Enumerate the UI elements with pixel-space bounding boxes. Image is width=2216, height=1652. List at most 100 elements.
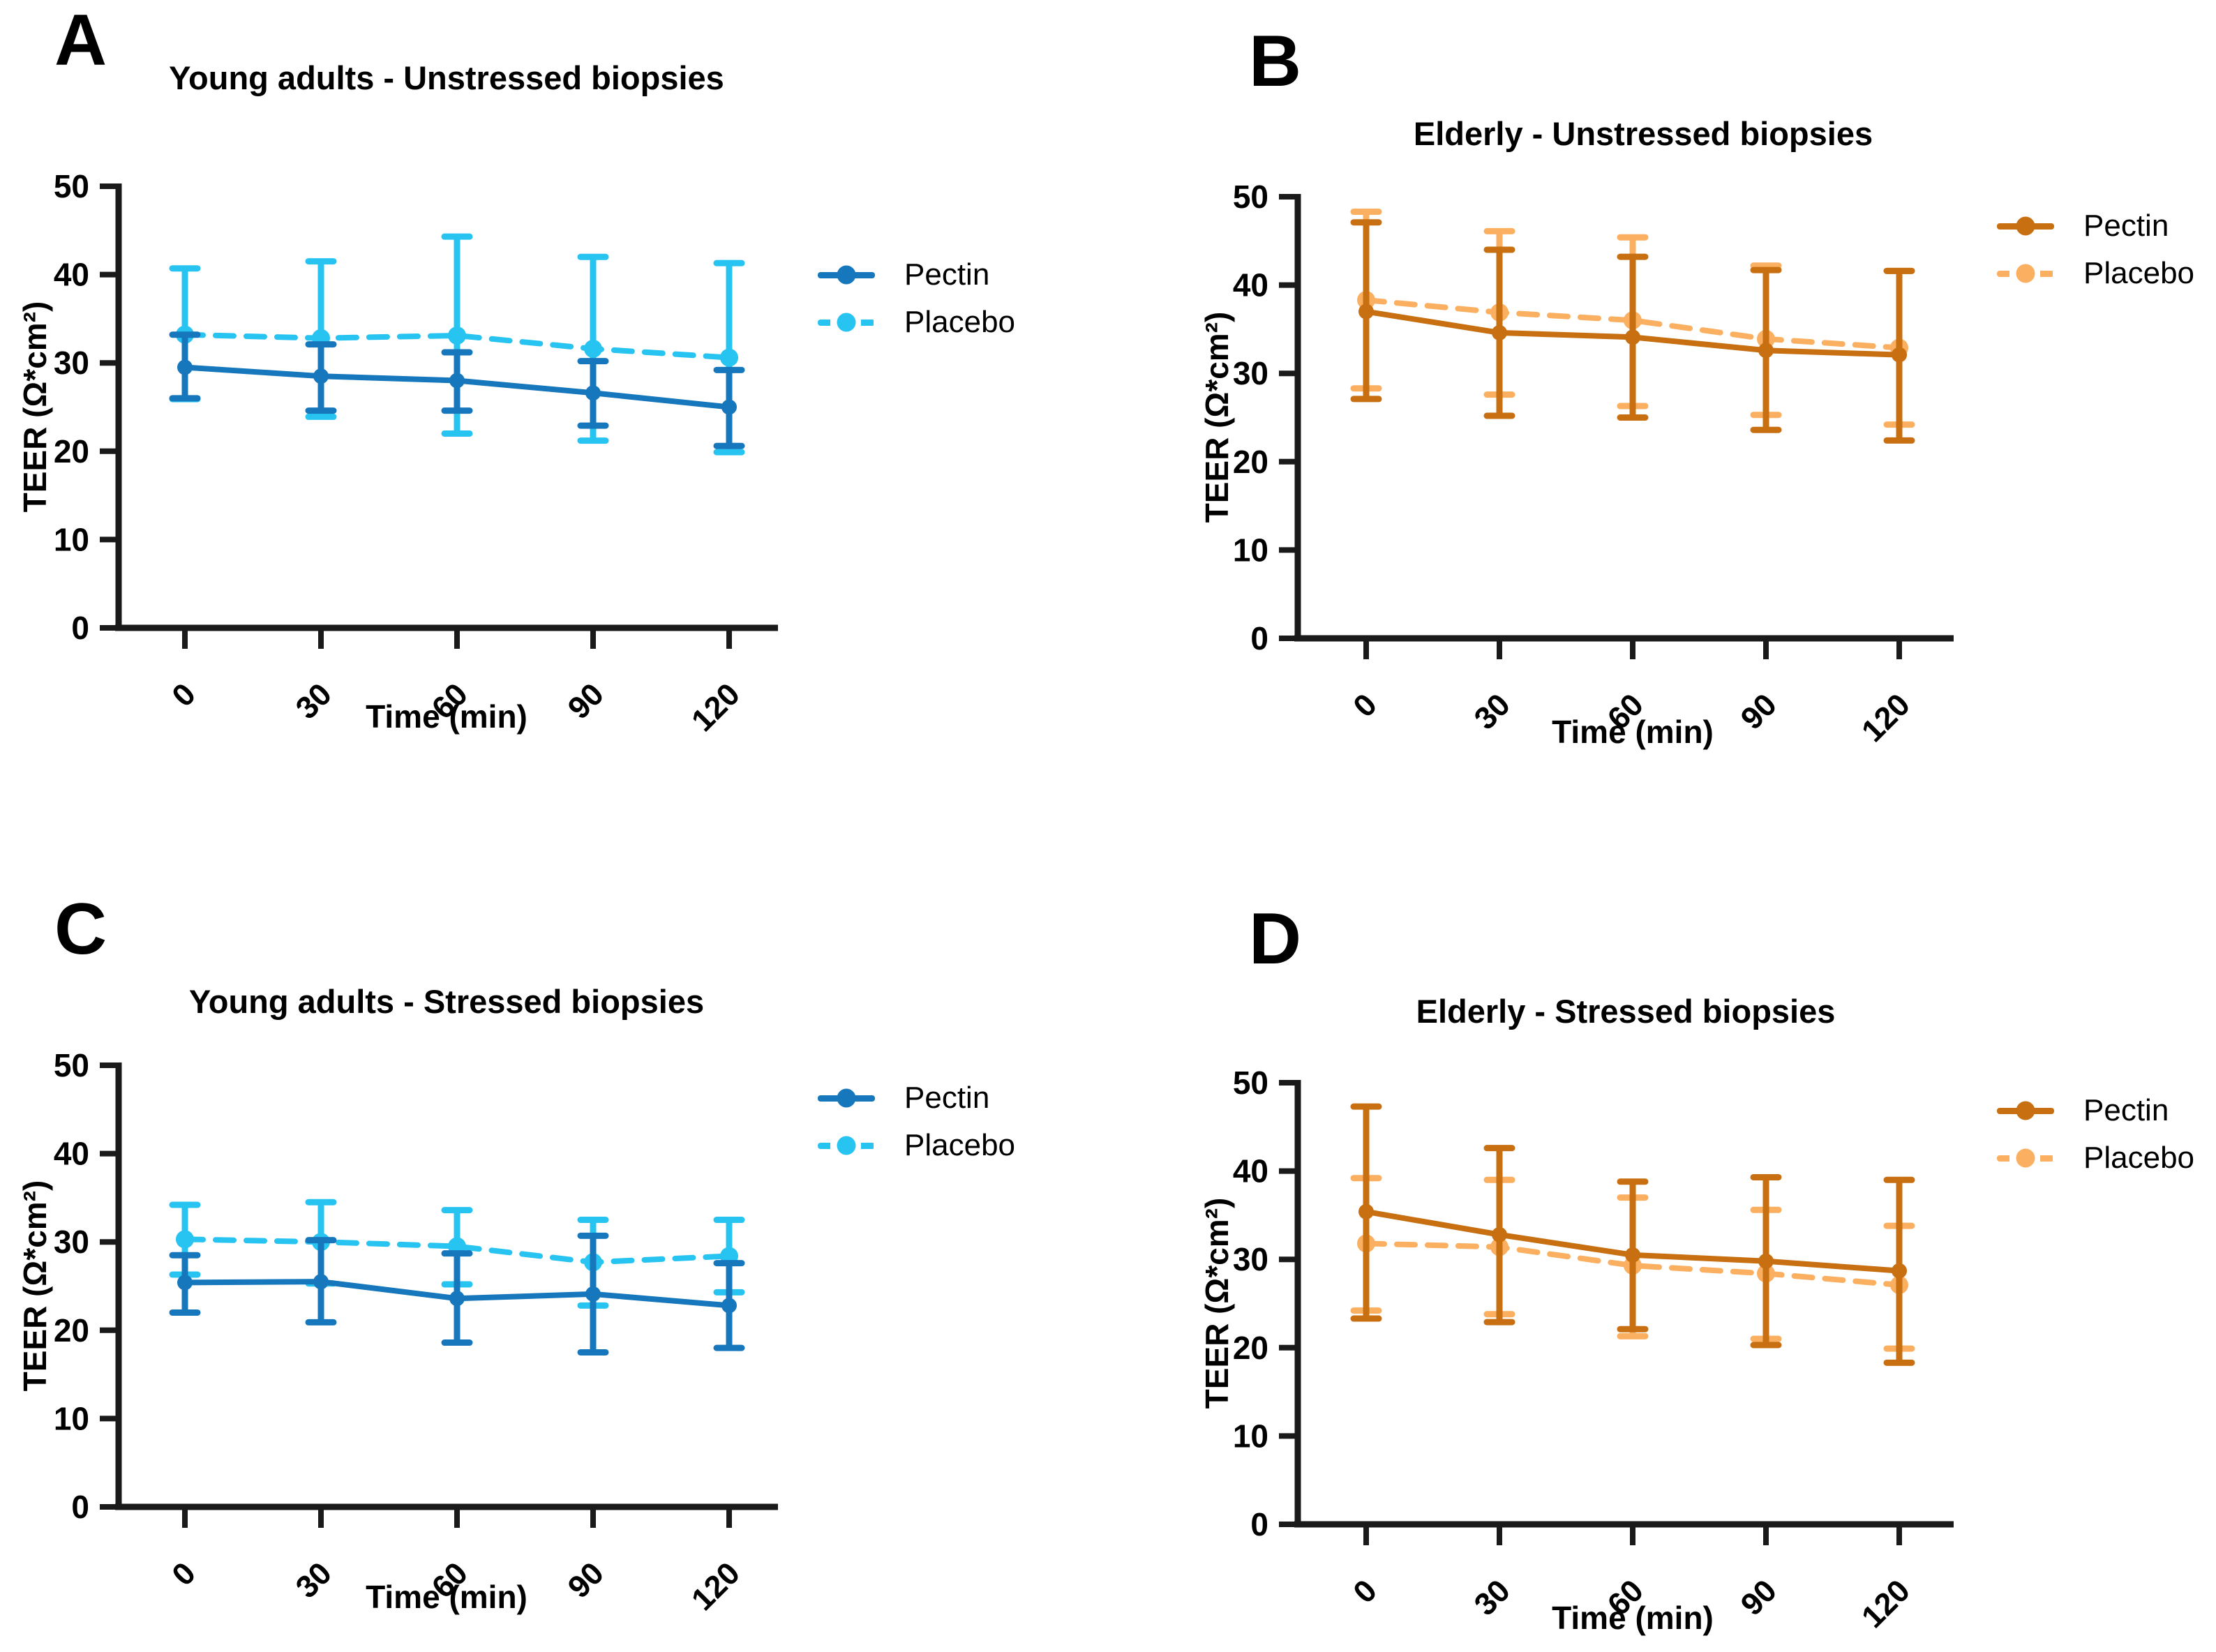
- panel-a-series-placebo-marker: [448, 326, 466, 345]
- panel-c-letter: C: [54, 889, 107, 970]
- panel-c-series-pectin-marker: [313, 1274, 329, 1290]
- panel-a-legend: Pectin Placebo: [818, 257, 1016, 339]
- pectin-line-sample-icon: [1997, 1101, 2054, 1120]
- panel-b-title: Elderly - Unstressed biopsies: [1413, 115, 1873, 152]
- panel-b-series-pectin-marker: [1625, 329, 1640, 345]
- placebo-marker-icon: [837, 313, 856, 332]
- pectin-marker-icon: [2016, 216, 2035, 236]
- panel-c-x-tick-label: 120: [684, 1555, 747, 1617]
- panel-d-series-pectin-marker: [1625, 1247, 1640, 1263]
- panel-d-y-tick-label: 50: [1233, 1065, 1268, 1101]
- panel-a-x-tick-label: 0: [165, 676, 202, 714]
- legend-label-pectin: Pectin: [2083, 209, 2169, 243]
- pectin-marker-icon: [837, 265, 856, 285]
- legend-label-placebo: Placebo: [904, 305, 1016, 339]
- panel-a-series-pectin-marker: [177, 359, 193, 375]
- panel-c-legend: Pectin Placebo: [818, 1081, 1015, 1162]
- placebo-marker-icon: [2016, 1148, 2035, 1168]
- panel-c-y-tick-label: 40: [54, 1136, 89, 1172]
- panel-b-series-pectin-marker: [1358, 303, 1374, 320]
- placebo-line-sample-icon: [818, 313, 875, 332]
- panel-c-title: Young adults - Stressed biopsies: [188, 983, 705, 1020]
- panel-c-y-tick-label: 0: [71, 1489, 89, 1525]
- panel-d-x-tick-label: 0: [1346, 1572, 1384, 1610]
- panel-c-x-tick-label: 0: [165, 1555, 202, 1593]
- panel-c-series-placebo-line: [182, 1236, 732, 1266]
- panel-b-x-axis-label: Time (min): [1552, 714, 1714, 750]
- panel-c-x-axis-label: Time (min): [366, 1579, 527, 1615]
- panel-c-y-tick-label: 30: [54, 1224, 89, 1260]
- panel-c-series-pectin-marker: [449, 1291, 465, 1307]
- legend-label-pectin: Pectin: [2083, 1093, 2169, 1127]
- panel-a-series-placebo-line: [182, 331, 732, 361]
- panel-b-series-placebo-line: [1363, 297, 1902, 351]
- panel-b-series-pectin-marker: [1892, 347, 1907, 363]
- panel-a-title: Young adults - Unstressed biopsies: [169, 59, 724, 96]
- panel-c-series-placebo-marker: [176, 1230, 194, 1249]
- panel-b-letter: B: [1249, 21, 1302, 102]
- panel-d-y-tick-label: 40: [1233, 1153, 1268, 1189]
- panel-c-series-pectin-marker: [177, 1275, 193, 1291]
- legend-row-placebo: Placebo: [1997, 256, 2194, 290]
- panel-d-y-tick-label: 30: [1233, 1241, 1268, 1277]
- legend-row-placebo: Placebo: [818, 1128, 1015, 1162]
- panel-b-y-tick-label: 20: [1233, 444, 1268, 480]
- panel-d-series-placebo-line: [1363, 1240, 1902, 1288]
- panel-a-y-tick-label: 20: [54, 433, 89, 470]
- placebo-marker-icon: [2016, 264, 2035, 283]
- panel-b-y-tick-label: 40: [1233, 267, 1268, 303]
- panel-b-y-tick-label: 30: [1233, 355, 1268, 391]
- panel-a-y-tick-label: 40: [54, 257, 89, 293]
- panel-d-title: Elderly - Stressed biopsies: [1416, 993, 1836, 1030]
- panel-b-y-tick-label: 0: [1250, 620, 1268, 656]
- panel-c-series-pectin-marker: [585, 1286, 601, 1302]
- panel-d-series-pectin-marker: [1758, 1253, 1774, 1269]
- pectin-marker-icon: [2016, 1101, 2035, 1120]
- panel-a-y-tick-label: 10: [54, 521, 89, 557]
- panel-b-series-pectin-marker: [1758, 343, 1774, 359]
- panel-d-y-tick-label: 20: [1233, 1330, 1268, 1366]
- panel-d-letter: D: [1249, 899, 1302, 979]
- pectin-marker-icon: [837, 1088, 856, 1108]
- panel-d-series-pectin-marker: [1492, 1226, 1507, 1242]
- panel-a-series-pectin-marker: [313, 368, 329, 384]
- pectin-line-sample-icon: [818, 1088, 875, 1108]
- panel-d-x-axis-label: Time (min): [1552, 1600, 1714, 1636]
- panel-d-series-pectin-marker: [1892, 1263, 1907, 1279]
- placebo-marker-icon: [837, 1136, 856, 1155]
- panel-a-series-pectin-marker: [721, 399, 737, 415]
- panel-a-y-tick-label: 30: [54, 345, 89, 381]
- placebo-line-sample-icon: [818, 1136, 875, 1155]
- legend-row-placebo: Placebo: [818, 305, 1016, 339]
- panel-a-x-axis-label: Time (min): [366, 698, 527, 735]
- panel-a-y-axis-label: TEER (Ω*cm²): [17, 301, 53, 513]
- pectin-line-sample-icon: [818, 265, 875, 285]
- panel-a-series-pectin-marker: [449, 373, 465, 389]
- panel-d-x-tick-label: 120: [1855, 1572, 1917, 1635]
- panel-a-series-pectin-marker: [585, 385, 601, 401]
- panel-d-legend: Pectin Placebo: [1997, 1093, 2195, 1175]
- panel-c-y-tick-label: 50: [54, 1047, 89, 1083]
- panel-b-legend: Pectin Placebo: [1997, 209, 2194, 290]
- legend-label-placebo: Placebo: [2083, 1141, 2195, 1175]
- panel-c-y-tick-label: 10: [54, 1400, 89, 1436]
- panel-d-y-tick-label: 0: [1250, 1506, 1268, 1542]
- panel-a-series-placebo-marker: [720, 348, 738, 367]
- panel-c-y-axis-label: TEER (Ω*cm²): [17, 1180, 53, 1392]
- panel-b-series-pectin-marker: [1492, 324, 1507, 340]
- legend-row-pectin: Pectin: [1997, 209, 2194, 243]
- panel-a-letter: A: [54, 0, 107, 81]
- panel-d-y-tick-label: 10: [1233, 1418, 1268, 1454]
- pectin-line-sample-icon: [1997, 216, 2054, 236]
- placebo-line-sample-icon: [1997, 1148, 2054, 1168]
- panel-c-y-tick-label: 20: [54, 1312, 89, 1349]
- panel-b-x-tick-label: 120: [1855, 686, 1917, 749]
- panel-b-y-tick-label: 10: [1233, 532, 1268, 568]
- legend-row-pectin: Pectin: [818, 1081, 1015, 1115]
- panel-b-x-tick-label: 0: [1346, 686, 1384, 724]
- panel-b-y-axis-label: TEER (Ω*cm²): [1199, 311, 1235, 523]
- panel-b-y-tick-label: 50: [1233, 179, 1268, 215]
- panel-a-x-tick-label: 120: [684, 676, 747, 738]
